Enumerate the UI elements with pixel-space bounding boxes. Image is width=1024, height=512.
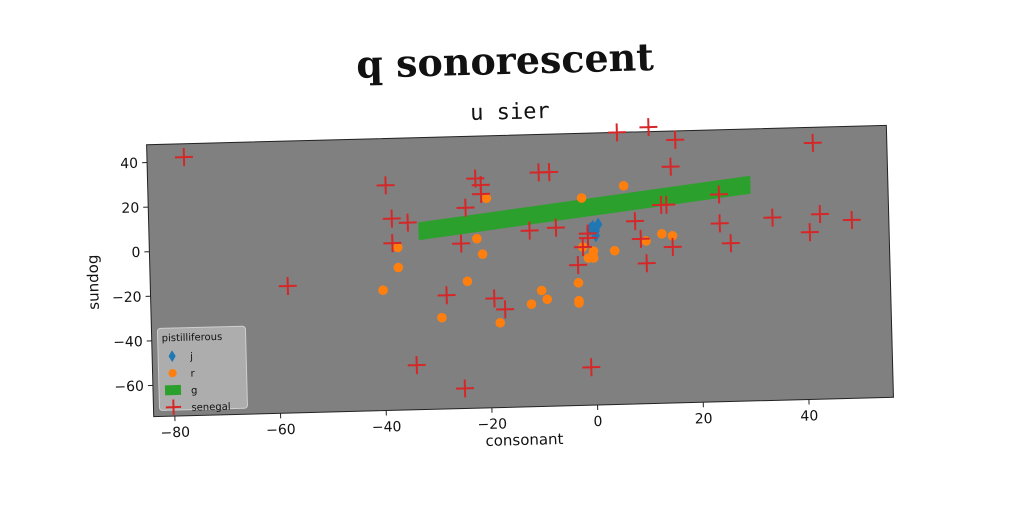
point-r [618, 180, 629, 191]
point-senegal [471, 184, 491, 203]
point-senegal [383, 234, 402, 253]
point-senegal [496, 300, 515, 319]
point-j [591, 228, 600, 243]
x-tick-label: 0 [593, 414, 602, 430]
point-r [481, 193, 492, 204]
y-tick-label: −60 [114, 379, 144, 396]
legend-marker-r [168, 369, 177, 378]
point-senegal [661, 157, 680, 176]
point-senegal [540, 163, 559, 182]
point-senegal [631, 229, 650, 248]
legend-label-j: j [189, 352, 193, 363]
point-r [495, 318, 506, 328]
y-tick-label: 0 [131, 245, 140, 261]
point-r [588, 253, 599, 263]
plot-group: −80 −60 −40 −20 0 20 40 −60 −40 −20 0 20 40 consona… [83, 118, 894, 450]
point-senegal [709, 185, 728, 204]
point-r [542, 294, 553, 305]
point-r [393, 262, 404, 273]
point-r [378, 285, 388, 295]
y-tick-label: 20 [121, 200, 139, 216]
legend-marker-senegal [165, 399, 182, 415]
x-tick-label: −20 [477, 416, 507, 433]
point-r [657, 229, 667, 239]
point-senegal [657, 195, 676, 214]
point-senegal [721, 234, 740, 253]
point-senegal [569, 255, 588, 275]
legend-title: pistilliferous [162, 332, 223, 345]
point-senegal [803, 133, 822, 152]
point-senegal [520, 221, 539, 240]
point-r [609, 245, 620, 256]
point-r [574, 298, 584, 308]
point-senegal [639, 118, 658, 137]
x-tick-label: −40 [372, 419, 402, 436]
point-r [526, 299, 537, 309]
point-senegal [455, 379, 474, 398]
point-senegal [278, 276, 297, 296]
legend-marker-j [168, 350, 176, 363]
point-r [472, 233, 482, 244]
point-senegal [763, 208, 782, 227]
point-senegal [637, 254, 656, 273]
point-r [536, 285, 547, 296]
point-j [593, 217, 603, 232]
point-r [573, 278, 584, 288]
legend-label-senegal: senegal [191, 402, 230, 414]
point-r [588, 246, 599, 257]
x-axis-ticks: −80 −60 −40 −20 0 20 40 [160, 399, 818, 441]
y-tick-label: −40 [113, 334, 143, 351]
x-tick-label: −60 [266, 422, 296, 439]
plot-area [146, 124, 894, 418]
point-senegal [842, 210, 861, 229]
y-axis-ticks: −60 −40 −20 0 20 40 [112, 156, 153, 396]
point-senegal [437, 286, 456, 305]
point-r [392, 242, 403, 253]
point-r [462, 276, 473, 287]
point-senegal [174, 148, 193, 167]
point-senegal [663, 237, 682, 256]
point-senegal [382, 209, 401, 228]
x-tick-label: −80 [160, 425, 190, 442]
point-senegal [546, 218, 565, 237]
data-marks [174, 118, 861, 398]
point-senegal [452, 234, 471, 253]
point-senegal [800, 223, 819, 242]
legend-marker-g [164, 384, 182, 396]
point-senegal [666, 130, 685, 149]
point-r [667, 230, 678, 241]
point-senegal [578, 224, 597, 243]
legend-label-r: r [190, 369, 195, 380]
point-senegal [582, 358, 601, 377]
legend-label-g: g [191, 385, 198, 396]
point-senegal [407, 356, 426, 375]
point-senegal [485, 289, 504, 308]
x-tick-label: 20 [695, 411, 713, 427]
point-senegal [626, 212, 645, 231]
point-r [477, 249, 488, 259]
series-g-band [418, 175, 751, 241]
x-axis-label: consonant [485, 430, 564, 450]
point-senegal [607, 123, 626, 142]
point-senegal [710, 214, 729, 233]
y-tick-label: 40 [120, 156, 138, 172]
point-senegal [456, 198, 475, 217]
y-tick-label: −20 [112, 290, 142, 307]
point-senegal [376, 176, 395, 195]
x-tick-label: 40 [800, 408, 818, 424]
y-axis-label: sundog [83, 254, 102, 310]
legend: pistilliferous jrg senegal [156, 325, 248, 415]
point-r [576, 193, 587, 203]
point-r [437, 312, 447, 323]
point-senegal [398, 213, 417, 232]
point-senegal [810, 205, 829, 224]
